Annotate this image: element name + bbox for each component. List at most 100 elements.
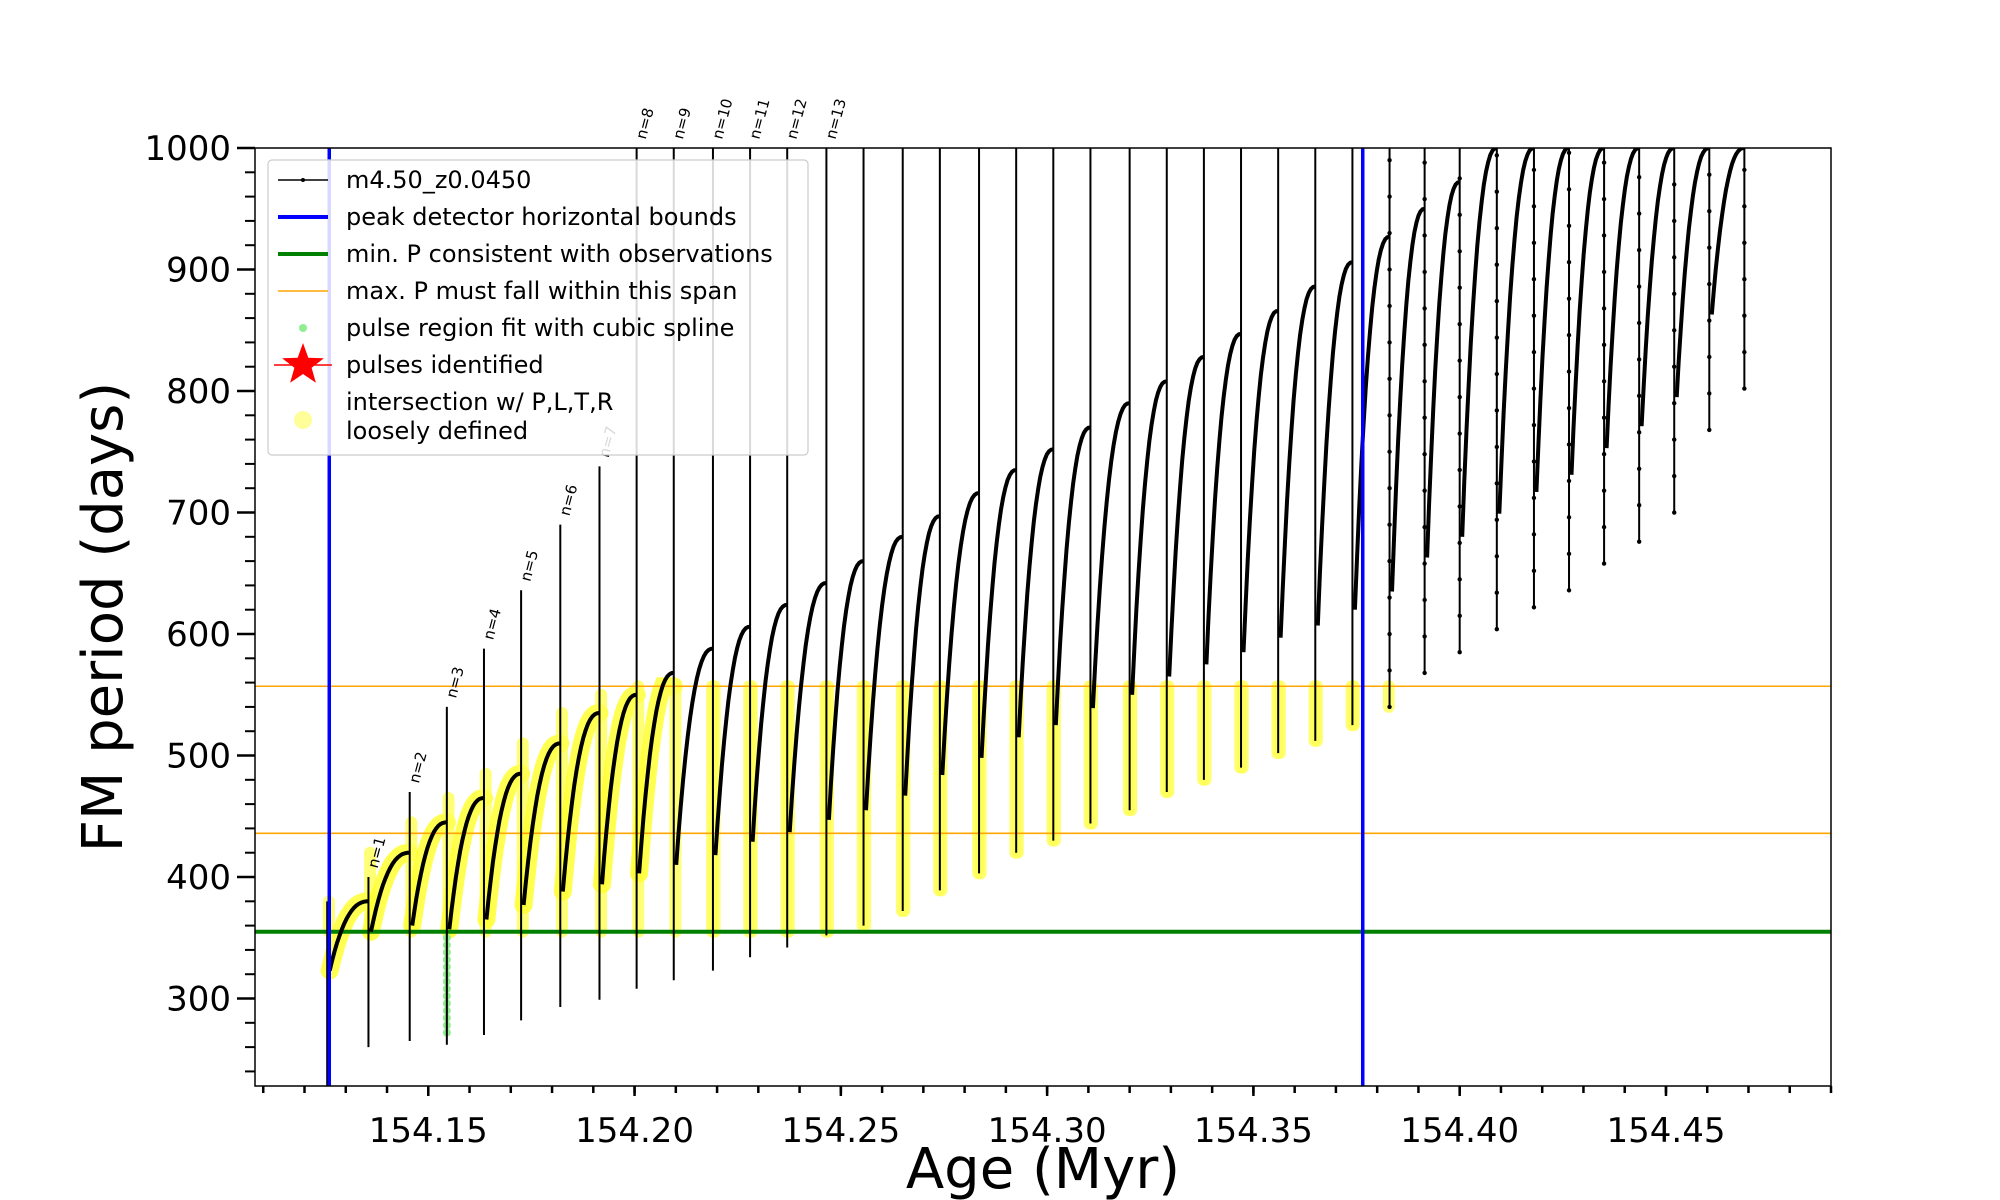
pulse-marker [1387,668,1392,673]
pulse-marker [1494,590,1500,595]
pulse-marker [1531,422,1537,428]
pulse-marker [1494,444,1500,450]
pulse-marker [1494,554,1500,559]
pulse-marker [1494,153,1500,158]
pulse-marker [1422,415,1427,420]
pulse-marker [1494,517,1500,522]
pulse-marker [1601,196,1607,202]
y-tick-label: 700 [166,494,231,534]
pulse-marker [1601,561,1607,566]
pulse-marker [1457,358,1462,363]
pulse-marker [1672,291,1677,297]
pulse-marker [1387,413,1392,418]
interpulse-curve [600,692,637,885]
interpulse-curve [1497,148,1535,514]
pulse-marker [1494,335,1500,340]
interpulse-curve [447,796,485,930]
pulse-marker [1636,539,1642,544]
y-axis-label: FM period (days) [71,382,136,852]
pulse-marker [1494,189,1500,194]
legend-label: pulse region fit with cubic spline [346,314,734,342]
pulse-marker [1531,313,1537,318]
pulse-marker [1457,285,1462,290]
interpulse-curve [1352,234,1391,610]
x-tick-label: 154.30 [988,1111,1107,1151]
interpulse-curve [750,602,788,842]
interpulse-curve [327,899,369,972]
pulse-marker [1707,427,1712,433]
interpulse-curve [1569,148,1605,475]
interpulse-curve [637,670,674,874]
pulse-marker [1566,150,1572,156]
pulse-marker [1742,277,1747,282]
interpulse-curve [1241,308,1279,653]
pulse-marker [1566,588,1572,593]
interpulse-curve [1130,379,1168,695]
pulse-marker [1531,532,1537,537]
pulse-marker [1636,393,1642,399]
pulse-marker [1422,196,1427,202]
interpulse-curve [787,581,827,833]
pulse-marker [1672,218,1677,224]
x-tick-label: 154.15 [369,1111,488,1151]
pulse-marker [1601,160,1607,165]
pulse-curves-layer [326,148,1747,1086]
pulse-marker [1672,400,1677,406]
pulse-marker [1636,247,1642,253]
pulse-marker [1531,204,1537,209]
interpulse-curve [1604,148,1640,449]
x-axis-label: Age (Myr) [906,1137,1180,1200]
pulse-marker [1742,167,1747,173]
pulse-marker [1531,167,1537,173]
pulse-marker [1387,704,1392,710]
pulse-marker [1672,255,1677,260]
legend-label: intersection w/ P,L,T,R [346,388,613,416]
pulse-marker [1707,354,1712,360]
x-tick-label: 154.35 [1194,1111,1313,1151]
pulse-marker [1566,551,1572,557]
interpulse-curve [1278,284,1316,638]
pulse-marker [1422,561,1427,566]
pulse-marker [1422,670,1427,676]
interpulse-curve [1315,260,1353,626]
pulse-marker [1422,634,1427,639]
interpulse-curve [713,624,751,856]
y-tick-label: 1000 [144,129,231,169]
x-tick-label: 154.25 [781,1111,900,1151]
pulse-marker [1457,467,1462,473]
pulse-marker [1566,442,1572,447]
interpulse-curve [1425,180,1461,558]
y-tick-label: 500 [166,737,231,777]
pulse-marker [1601,306,1607,311]
interpulse-curve [1016,447,1054,738]
pulse-marker [1566,369,1572,374]
pulse-marker [1601,233,1607,238]
pulse-marker [1387,486,1392,491]
interpulse-curve [560,711,600,892]
interpulse-curve [1167,355,1205,677]
interpulse-curve [1053,425,1091,726]
y-tick-label: 800 [166,372,231,412]
legend-box [267,159,809,456]
interpulse-curve [979,468,1017,759]
pulse-marker [1531,277,1537,282]
pulse-marker [1601,488,1607,493]
pulse-marker [1422,488,1427,493]
pulse-marker [1387,340,1392,345]
pulse-marker [1387,449,1392,454]
interpulse-curve [410,820,447,926]
pulse-marker [1387,157,1392,163]
pulse-marker [1457,431,1462,436]
legend-label: min. P consistent with observations [346,240,773,268]
pulse-marker [1422,233,1427,238]
pulse-marker [1742,204,1747,209]
legend-label: pulses identified [346,351,544,379]
pulse-marker [1672,510,1677,515]
legend-handle [299,324,307,332]
pulse-marker [1707,208,1712,214]
pulse-marker [1457,577,1462,582]
pulse-marker [1566,296,1572,301]
x-tick-label: 154.45 [1606,1111,1725,1151]
pulse-marker [1707,391,1712,396]
pulse-marker [1531,495,1537,501]
